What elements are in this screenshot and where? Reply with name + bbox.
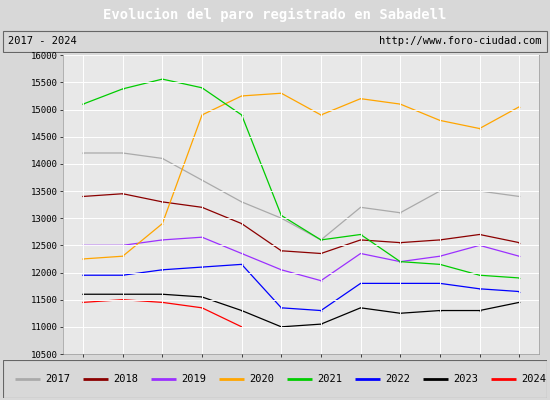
Text: 2019: 2019 xyxy=(181,374,206,384)
Text: 2017 - 2024: 2017 - 2024 xyxy=(8,36,77,46)
Text: 2022: 2022 xyxy=(385,374,410,384)
Text: 2023: 2023 xyxy=(453,374,478,384)
Text: Evolucion del paro registrado en Sabadell: Evolucion del paro registrado en Sabadel… xyxy=(103,8,447,22)
Text: 2017: 2017 xyxy=(45,374,70,384)
Text: 2021: 2021 xyxy=(317,374,342,384)
Text: 2018: 2018 xyxy=(113,374,138,384)
Text: http://www.foro-ciudad.com: http://www.foro-ciudad.com xyxy=(379,36,542,46)
Text: 2024: 2024 xyxy=(521,374,546,384)
Text: 2020: 2020 xyxy=(249,374,274,384)
